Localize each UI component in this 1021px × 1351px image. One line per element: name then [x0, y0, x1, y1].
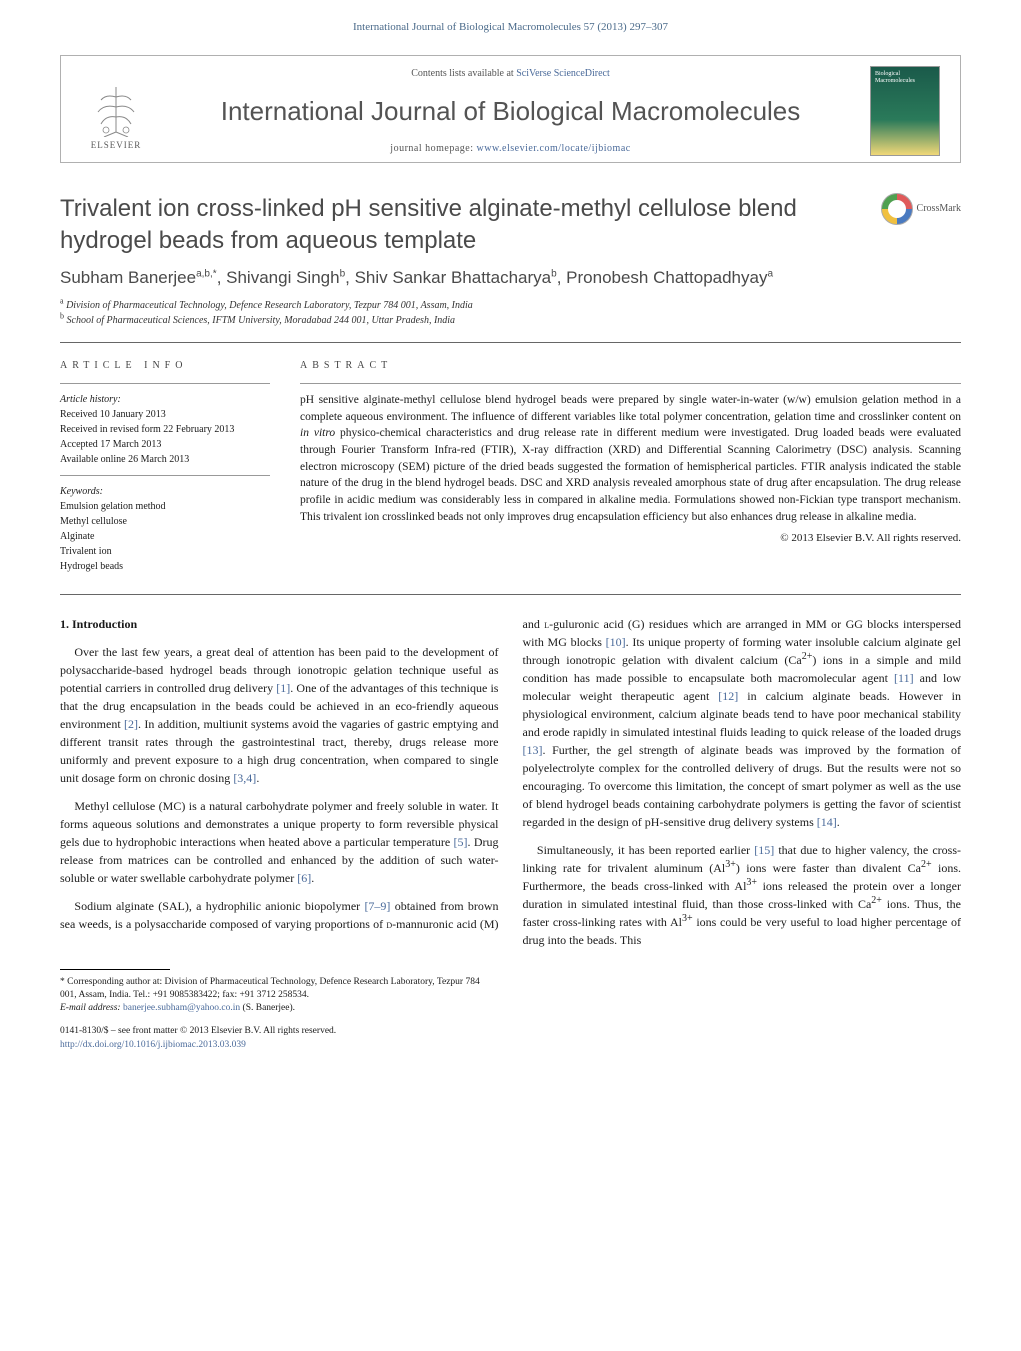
history-label: Article history: [60, 392, 270, 407]
crossmark-badge[interactable]: CrossMark [881, 193, 961, 225]
journal-name: International Journal of Biological Macr… [151, 93, 870, 129]
keyword: Emulsion gelation method [60, 499, 270, 514]
issn-line: 0141-8130/$ – see front matter © 2013 El… [60, 1025, 499, 1038]
ref-link[interactable]: [7–9] [364, 899, 390, 913]
crossmark-icon [881, 193, 913, 225]
keyword: Trivalent ion [60, 544, 270, 559]
divider [60, 342, 961, 343]
running-header: International Journal of Biological Macr… [0, 0, 1021, 45]
ref-link[interactable]: [1] [276, 681, 290, 695]
ref-link[interactable]: [11] [894, 671, 914, 685]
copyright-line: © 2013 Elsevier B.V. All rights reserved… [300, 531, 961, 547]
author: Shivangi Singhb [226, 268, 345, 287]
footer: * Corresponding author at: Division of P… [60, 969, 961, 1052]
ref-link[interactable]: [5] [454, 835, 468, 849]
keywords-block: Keywords: Emulsion gelation method Methy… [60, 484, 270, 574]
history-item: Available online 26 March 2013 [60, 452, 270, 467]
citation-text: International Journal of Biological Macr… [353, 21, 668, 33]
abstract-text: pH sensitive alginate-methyl cellulose b… [300, 392, 961, 525]
elsevier-logo: ELSEVIER [81, 71, 151, 151]
ref-link[interactable]: [12] [718, 689, 738, 703]
keyword: Hydrogel beads [60, 559, 270, 574]
sciencedirect-link[interactable]: SciVerse ScienceDirect [516, 68, 610, 79]
corresponding-author: * Corresponding author at: Division of P… [60, 976, 499, 1003]
history-item: Received in revised form 22 February 201… [60, 422, 270, 437]
article-history: Article history: Received 10 January 201… [60, 392, 270, 467]
footnote-rule [60, 969, 170, 970]
abstract-label: abstract [300, 359, 961, 374]
affiliation-b: School of Pharmaceutical Sciences, IFTM … [67, 315, 456, 326]
paragraph: Simultaneously, it has been reported ear… [523, 841, 962, 949]
email-line: E-mail address: banerjee.subham@yahoo.co… [60, 1002, 499, 1015]
journal-homepage-line: journal homepage: www.elsevier.com/locat… [151, 142, 870, 156]
section-heading: 1. Introduction [60, 615, 499, 633]
abstract-column: abstract pH sensitive alginate-methyl ce… [300, 359, 961, 574]
divider [60, 383, 270, 384]
history-item: Accepted 17 March 2013 [60, 437, 270, 452]
author: Shiv Sankar Bhattacharyab [355, 268, 557, 287]
ref-link[interactable]: [14] [817, 815, 837, 829]
affiliation-a: Division of Pharmaceutical Technology, D… [66, 300, 473, 311]
divider [300, 383, 961, 384]
history-item: Received 10 January 2013 [60, 407, 270, 422]
ref-link[interactable]: [6] [297, 871, 311, 885]
elsevier-tree-icon [86, 82, 146, 137]
affiliations: a Division of Pharmaceutical Technology,… [60, 298, 961, 328]
divider [60, 594, 961, 595]
article-info-column: article info Article history: Received 1… [60, 359, 270, 574]
crossmark-label: CrossMark [917, 202, 961, 216]
keyword: Methyl cellulose [60, 514, 270, 529]
paragraph: Methyl cellulose (MC) is a natural carbo… [60, 797, 499, 887]
elsevier-label: ELSEVIER [91, 139, 142, 152]
keywords-label: Keywords: [60, 484, 270, 499]
journal-info-box: ELSEVIER Contents lists available at Sci… [60, 55, 961, 163]
divider [60, 475, 270, 476]
paragraph: Over the last few years, a great deal of… [60, 643, 499, 787]
doi-link[interactable]: http://dx.doi.org/10.1016/j.ijbiomac.201… [60, 1040, 246, 1050]
ref-link[interactable]: [2] [124, 717, 138, 731]
ref-link[interactable]: [15] [754, 843, 774, 857]
article-info-label: article info [60, 359, 270, 373]
keyword: Alginate [60, 529, 270, 544]
authors-line: Subham Banerjeea,b,*, Shivangi Singhb, S… [60, 266, 961, 290]
ref-link[interactable]: [3,4] [233, 771, 256, 785]
homepage-link[interactable]: www.elsevier.com/locate/ijbiomac [477, 143, 631, 154]
contents-available-line: Contents lists available at SciVerse Sci… [151, 67, 870, 81]
body-text: 1. Introduction Over the last few years,… [60, 615, 961, 949]
cover-thumb-label: Biological Macromolecules [875, 71, 935, 84]
journal-cover-thumb: Biological Macromolecules [870, 66, 940, 156]
author: Subham Banerjeea,b,* [60, 268, 217, 287]
email-link[interactable]: banerjee.subham@yahoo.co.in [123, 1003, 240, 1013]
ref-link[interactable]: [13] [523, 743, 543, 757]
ref-link[interactable]: [10] [606, 635, 626, 649]
author: Pronobesh Chattopadhyaya [566, 268, 773, 287]
article-title: Trivalent ion cross-linked pH sensitive … [60, 193, 881, 255]
